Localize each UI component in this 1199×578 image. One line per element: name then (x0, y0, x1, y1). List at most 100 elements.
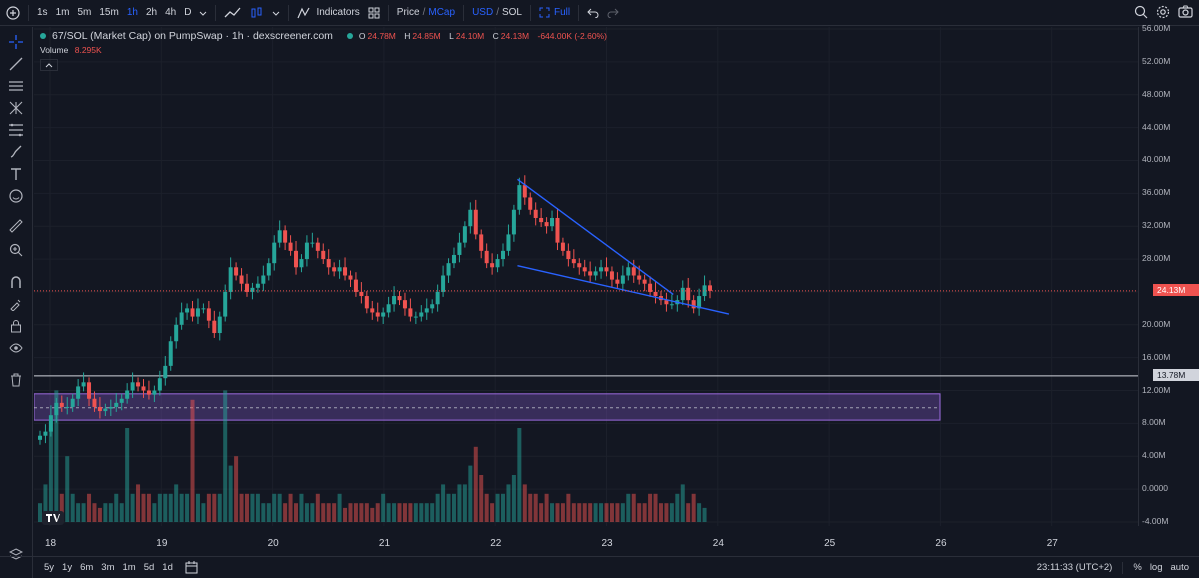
collapse-legend-button[interactable] (40, 59, 58, 71)
brush-icon[interactable] (6, 142, 26, 162)
volume-bar (125, 428, 130, 522)
volume-bar (402, 503, 407, 522)
interval-D[interactable]: D (184, 7, 192, 18)
time-tick-label: 23 (601, 538, 613, 549)
candle-body (511, 209, 516, 235)
time-tick-label: 18 (45, 538, 57, 549)
interval-1s[interactable]: 1s (37, 7, 48, 18)
fib-retracement-icon[interactable] (6, 120, 26, 140)
trash-icon[interactable] (6, 370, 26, 390)
price-tick-label: -4.00M (1142, 516, 1169, 526)
candle-body (332, 267, 337, 272)
time-axis[interactable]: 18 19 20 21 22 23 24 25 26 27 (34, 534, 1138, 554)
range-5d[interactable]: 5d (143, 562, 155, 573)
price-tick-label: 16.00M (1142, 351, 1171, 362)
range-5y[interactable]: 5y (44, 562, 55, 573)
currency-toggle[interactable]: USD / SOL (468, 0, 526, 26)
candle-body (217, 316, 222, 334)
range-6m[interactable]: 6m (80, 562, 94, 573)
price-mcap-toggle[interactable]: Price / MCap (393, 0, 459, 26)
interval-15m[interactable]: 15m (99, 7, 119, 18)
interval-5m[interactable]: 5m (77, 7, 92, 18)
volume-bar (495, 493, 500, 522)
add-symbol-icon[interactable] (0, 0, 24, 26)
trendline-tool-icon[interactable] (6, 54, 26, 74)
interval-1h[interactable]: 1h (126, 7, 138, 18)
chevron-down-icon[interactable] (195, 0, 211, 26)
chart-pane[interactable]: 67/SOL (Market Cap) on PumpSwap · 1h · d… (34, 27, 1138, 526)
pitchfork-icon[interactable] (6, 98, 26, 118)
candle-body (571, 259, 576, 264)
time-tick-label: 21 (378, 538, 391, 549)
volume-bar (168, 493, 173, 522)
volume-bar (615, 503, 620, 522)
auto-toggle[interactable]: auto (1170, 562, 1190, 573)
volume-bar (588, 503, 593, 522)
volume-bar (653, 493, 658, 522)
crosshair-icon[interactable] (6, 32, 26, 52)
volume-bar (555, 503, 560, 522)
volume-bar (375, 503, 380, 522)
candle-body (239, 275, 244, 284)
log-toggle[interactable]: log (1149, 562, 1163, 573)
redo-icon[interactable] (603, 0, 623, 26)
settings-icon[interactable] (1156, 5, 1170, 22)
full-button[interactable]: Full (535, 0, 574, 26)
price-option[interactable]: Price (396, 7, 420, 18)
h-label: H (404, 31, 411, 41)
camera-icon[interactable] (1178, 5, 1193, 21)
range-1d[interactable]: 1d (162, 562, 173, 573)
volume-bar (146, 493, 151, 522)
price-tick-label: 28.00M (1142, 253, 1171, 264)
usd-option[interactable]: USD (472, 7, 494, 18)
volume-bar (648, 493, 653, 522)
magnet-icon[interactable] (6, 272, 26, 292)
emoji-icon[interactable] (6, 186, 26, 206)
volume-bar (599, 503, 604, 522)
symbol-title[interactable]: 67/SOL (Market Cap) on PumpSwap · 1h · d… (52, 30, 333, 42)
candle-body (70, 398, 75, 407)
percent-toggle[interactable]: % (1133, 562, 1142, 573)
volume-bar (59, 493, 64, 522)
interval-4h[interactable]: 4h (165, 7, 177, 18)
ruler-icon[interactable] (6, 216, 26, 236)
lock-drawing-icon[interactable] (6, 294, 26, 314)
range-1m[interactable]: 1m (122, 562, 136, 573)
price-chart[interactable] (34, 27, 1138, 526)
range-1y[interactable]: 1y (62, 562, 73, 573)
interval-2h[interactable]: 2h (145, 7, 158, 18)
undo-icon[interactable] (583, 0, 603, 26)
volume-bar (620, 503, 625, 522)
volume-bar (190, 399, 195, 522)
volume-bar (604, 503, 609, 522)
line-chart-icon[interactable] (220, 0, 246, 26)
interval-1m[interactable]: 1m (55, 7, 70, 18)
volume-bar (451, 493, 456, 522)
candle-body (577, 263, 582, 268)
eye-icon[interactable] (6, 338, 26, 358)
volume-bar (92, 503, 97, 522)
horizontal-lines-icon[interactable] (6, 76, 26, 96)
quick-search-icon[interactable] (1134, 5, 1148, 22)
volume-bar (283, 503, 288, 522)
goto-date-icon[interactable] (185, 561, 198, 574)
chevron-down-icon[interactable] (268, 0, 284, 26)
volume-bar (642, 503, 647, 522)
volume-bar (294, 503, 299, 522)
candles-icon[interactable] (246, 0, 268, 26)
zoom-in-icon[interactable] (6, 240, 26, 260)
candle-body (125, 390, 130, 399)
clock[interactable]: 23:11:33 (UTC+2) (1036, 562, 1113, 573)
sol-option[interactable]: SOL (501, 7, 522, 18)
separator (1122, 561, 1124, 574)
price-axis[interactable]: 56.00M 52.00M 48.00M 44.00M 40.00M 36.00M 32.0… (1138, 23, 1199, 526)
indicators-button[interactable]: Indicators (293, 0, 363, 26)
lock-icon[interactable] (6, 316, 26, 336)
layouts-icon[interactable] (364, 0, 384, 26)
object-tree-icon[interactable] (6, 545, 26, 565)
volume-bar (299, 493, 304, 522)
range-3m[interactable]: 3m (101, 562, 115, 573)
candle-body (266, 263, 271, 276)
text-tool-icon[interactable] (6, 164, 26, 184)
mcap-option[interactable]: MCap (428, 7, 456, 18)
